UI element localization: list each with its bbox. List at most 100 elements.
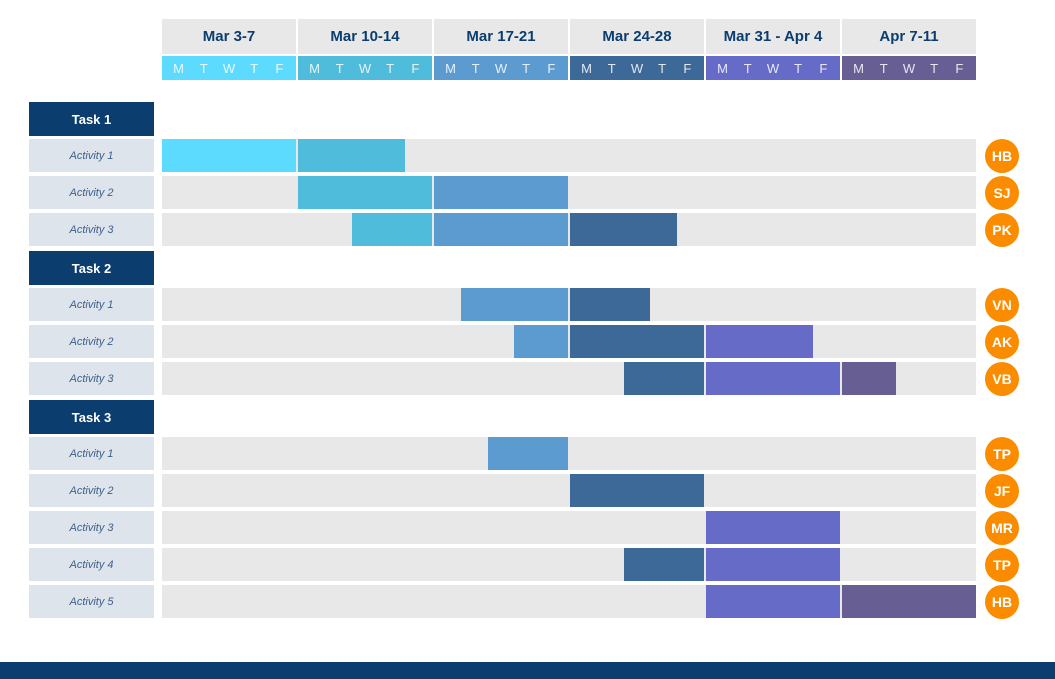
day-label: F: [955, 60, 964, 76]
assignee-avatar[interactable]: TP: [985, 548, 1019, 582]
day-label: M: [853, 60, 865, 76]
gantt-bar[interactable]: [706, 362, 840, 395]
activity-track: [162, 474, 976, 507]
gantt-bar[interactable]: [706, 511, 840, 544]
day-label: F: [819, 60, 828, 76]
activity-label: Activity 3: [29, 362, 154, 395]
gantt-bar[interactable]: [623, 362, 704, 395]
gantt-bar[interactable]: [162, 139, 296, 172]
gantt-bar[interactable]: [706, 585, 840, 618]
day-label: W: [494, 60, 508, 76]
activity-label: Activity 1: [29, 139, 154, 172]
day-label: T: [199, 60, 208, 76]
gantt-bar[interactable]: [623, 548, 704, 581]
day-label: M: [173, 60, 185, 76]
gantt-bar[interactable]: [487, 437, 568, 470]
footer-bar: [0, 662, 1055, 679]
gantt-bar[interactable]: [706, 325, 814, 358]
assignee-avatar[interactable]: AK: [985, 325, 1019, 359]
task-label: Task 3: [29, 400, 154, 434]
week-header: Mar 10-14: [298, 19, 432, 54]
day-label: T: [250, 60, 259, 76]
activity-track: [162, 325, 976, 358]
gantt-bar[interactable]: [842, 585, 976, 618]
day-label: F: [275, 60, 284, 76]
gantt-bar[interactable]: [570, 288, 651, 321]
week-header: Apr 7-11: [842, 19, 976, 54]
activity-track: [162, 585, 976, 618]
day-label: M: [309, 60, 321, 76]
activity-label: Activity 4: [29, 548, 154, 581]
day-label: F: [683, 60, 692, 76]
gantt-bar[interactable]: [570, 213, 678, 246]
activity-label: Activity 2: [29, 474, 154, 507]
assignee-avatar[interactable]: VB: [985, 362, 1019, 396]
task-label: Task 1: [29, 102, 154, 136]
day-label: W: [766, 60, 780, 76]
day-label: T: [743, 60, 752, 76]
day-label: T: [386, 60, 395, 76]
day-label: F: [411, 60, 420, 76]
day-label: W: [358, 60, 372, 76]
activity-track: [162, 213, 976, 246]
assignee-avatar[interactable]: TP: [985, 437, 1019, 471]
gantt-bar[interactable]: [460, 288, 568, 321]
day-label: M: [717, 60, 729, 76]
activity-label: Activity 2: [29, 325, 154, 358]
gantt-bar[interactable]: [514, 325, 568, 358]
week-header: Mar 24-28: [570, 19, 704, 54]
activity-label: Activity 5: [29, 585, 154, 618]
week-header: Mar 17-21: [434, 19, 568, 54]
activity-track: [162, 176, 976, 209]
day-label: T: [607, 60, 616, 76]
gantt-bar[interactable]: [842, 362, 896, 395]
day-label: W: [630, 60, 644, 76]
day-label: T: [794, 60, 803, 76]
week-header: Mar 31 - Apr 4: [706, 19, 840, 54]
gantt-bar[interactable]: [351, 213, 432, 246]
gantt-bar[interactable]: [570, 474, 704, 507]
activity-track: [162, 139, 976, 172]
assignee-avatar[interactable]: HB: [985, 585, 1019, 619]
day-label: W: [902, 60, 916, 76]
activity-track: [162, 511, 976, 544]
day-label: T: [471, 60, 480, 76]
gantt-bar[interactable]: [706, 548, 840, 581]
day-label: T: [879, 60, 888, 76]
assignee-avatar[interactable]: SJ: [985, 176, 1019, 210]
assignee-avatar[interactable]: HB: [985, 139, 1019, 173]
day-label: T: [335, 60, 344, 76]
activity-track: [162, 437, 976, 470]
gantt-bar[interactable]: [434, 213, 568, 246]
activity-label: Activity 1: [29, 288, 154, 321]
gantt-bar[interactable]: [298, 139, 406, 172]
day-label: F: [547, 60, 556, 76]
day-label: T: [930, 60, 939, 76]
activity-label: Activity 1: [29, 437, 154, 470]
task-label: Task 2: [29, 251, 154, 285]
assignee-avatar[interactable]: MR: [985, 511, 1019, 545]
gantt-bar[interactable]: [298, 176, 432, 209]
week-header: Mar 3-7: [162, 19, 296, 54]
day-label: T: [658, 60, 667, 76]
activity-track: [162, 548, 976, 581]
assignee-avatar[interactable]: VN: [985, 288, 1019, 322]
day-label: T: [522, 60, 531, 76]
assignee-avatar[interactable]: JF: [985, 474, 1019, 508]
activity-label: Activity 3: [29, 213, 154, 246]
activity-track: [162, 362, 976, 395]
day-label: W: [222, 60, 236, 76]
activity-track: [162, 288, 976, 321]
assignee-avatar[interactable]: PK: [985, 213, 1019, 247]
day-label: M: [581, 60, 593, 76]
gantt-bar[interactable]: [434, 176, 568, 209]
day-label: M: [445, 60, 457, 76]
activity-label: Activity 3: [29, 511, 154, 544]
gantt-bar[interactable]: [570, 325, 704, 358]
